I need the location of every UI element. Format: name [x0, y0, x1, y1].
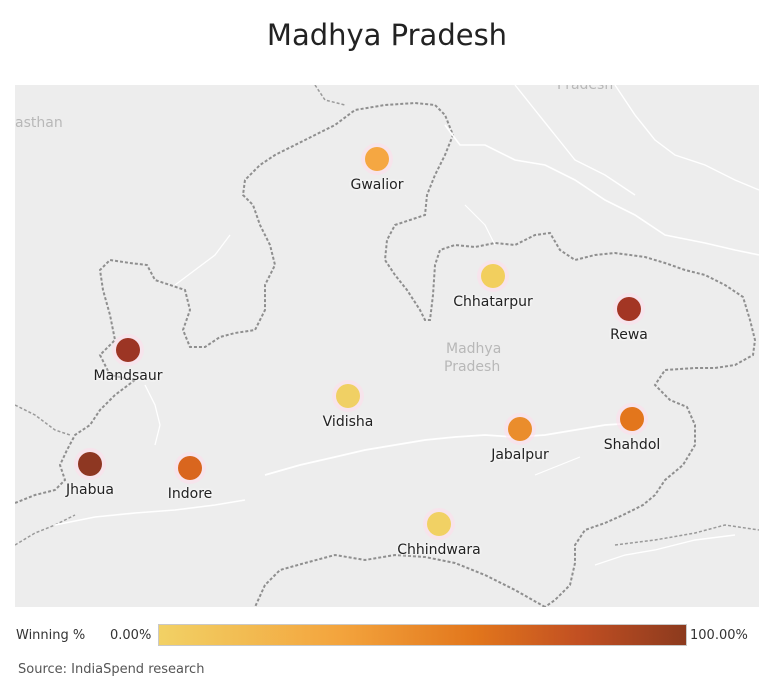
marker-dot[interactable] [508, 417, 532, 441]
river [614, 85, 759, 191]
region-label-uttar-pradesh: Pradesh [557, 85, 614, 93]
basemap [15, 85, 759, 607]
state-boundary-west [15, 379, 136, 504]
city-label: Jhabua [66, 482, 114, 498]
marker-dot[interactable] [620, 407, 644, 431]
river [444, 124, 759, 256]
region-label-rajasthan: asthan [15, 115, 63, 131]
marker-dot[interactable] [178, 456, 202, 480]
city-label: Gwalior [350, 177, 404, 193]
district-boundary [614, 524, 759, 546]
city-label: Shahdol [603, 437, 661, 453]
city-label: Vidisha [322, 414, 374, 430]
marker-dot[interactable] [116, 338, 140, 362]
source-note: Source: IndiaSpend research [18, 662, 205, 677]
marker-dot[interactable] [427, 512, 451, 536]
map-title: Madhya Pradesh [266, 18, 508, 52]
river [144, 384, 161, 446]
legend-max-label: 100.00% [690, 628, 748, 643]
map-canvas[interactable]: asthan Pradesh Madhya Pradesh Gwalior Ch… [15, 85, 759, 607]
river [174, 234, 231, 286]
river [264, 422, 636, 476]
region-label-madhya-pradesh-line1: Madhya [446, 341, 502, 357]
city-label: Indore [167, 486, 213, 502]
city-label: Rewa [610, 327, 648, 343]
river [514, 85, 636, 196]
district-boundary [314, 85, 346, 106]
city-label: Chhatarpur [453, 294, 533, 310]
river [464, 204, 496, 246]
city-label: Jabalpur [491, 447, 549, 463]
river [54, 499, 246, 526]
city-label: Mandsaur [93, 368, 163, 384]
city-label: Chhindwara [397, 542, 481, 558]
marker-dot[interactable] [336, 384, 360, 408]
marker-dot[interactable] [481, 264, 505, 288]
river [534, 456, 581, 476]
legend-min-label: 0.00% [110, 628, 152, 643]
legend-gradient-bar [158, 624, 687, 646]
district-boundary [15, 514, 76, 546]
marker-dot[interactable] [78, 452, 102, 476]
region-label-madhya-pradesh-line2: Pradesh [444, 359, 501, 375]
state-boundary [98, 101, 757, 607]
marker-dot[interactable] [617, 297, 641, 321]
river [594, 534, 736, 566]
legend-title: Winning % [16, 628, 86, 643]
state-boundary-south [254, 553, 546, 607]
marker-dot[interactable] [365, 147, 389, 171]
color-legend: Winning % 0.00% 100.00% [15, 620, 759, 650]
district-boundary [15, 404, 71, 436]
